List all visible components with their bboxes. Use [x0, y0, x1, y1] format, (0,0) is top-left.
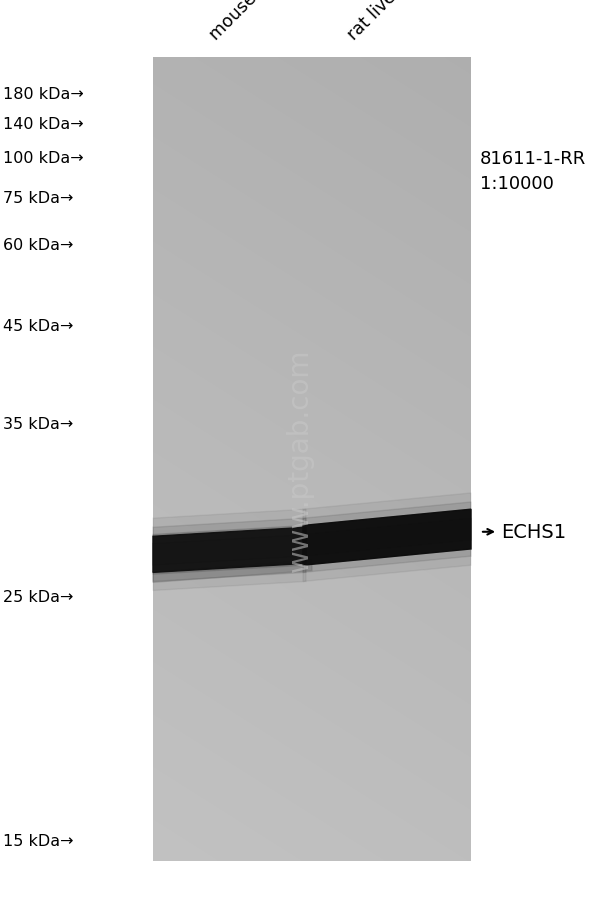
- Polygon shape: [303, 510, 471, 566]
- Polygon shape: [153, 519, 306, 582]
- Text: www.ptgab.com: www.ptgab.com: [286, 348, 314, 572]
- Polygon shape: [303, 510, 471, 566]
- Polygon shape: [153, 510, 306, 591]
- Text: 60 kDa→: 60 kDa→: [3, 238, 73, 253]
- Polygon shape: [153, 528, 306, 573]
- Text: 75 kDa→: 75 kDa→: [3, 191, 73, 206]
- Text: 81611-1-RR
1:10000: 81611-1-RR 1:10000: [480, 150, 586, 193]
- Text: 140 kDa→: 140 kDa→: [3, 117, 83, 132]
- Text: ECHS1: ECHS1: [501, 522, 566, 542]
- Polygon shape: [153, 526, 306, 575]
- Polygon shape: [303, 519, 471, 557]
- Text: 180 kDa→: 180 kDa→: [3, 87, 84, 102]
- Polygon shape: [303, 493, 471, 582]
- Text: 25 kDa→: 25 kDa→: [3, 590, 73, 604]
- Text: 45 kDa→: 45 kDa→: [3, 319, 73, 334]
- Text: 15 kDa→: 15 kDa→: [3, 833, 74, 848]
- Text: rat liver: rat liver: [344, 0, 405, 43]
- Polygon shape: [303, 502, 471, 573]
- Polygon shape: [153, 560, 312, 583]
- Polygon shape: [153, 535, 306, 566]
- Text: 35 kDa→: 35 kDa→: [3, 417, 73, 431]
- Text: mouse liver: mouse liver: [206, 0, 292, 43]
- Text: 100 kDa→: 100 kDa→: [3, 152, 83, 166]
